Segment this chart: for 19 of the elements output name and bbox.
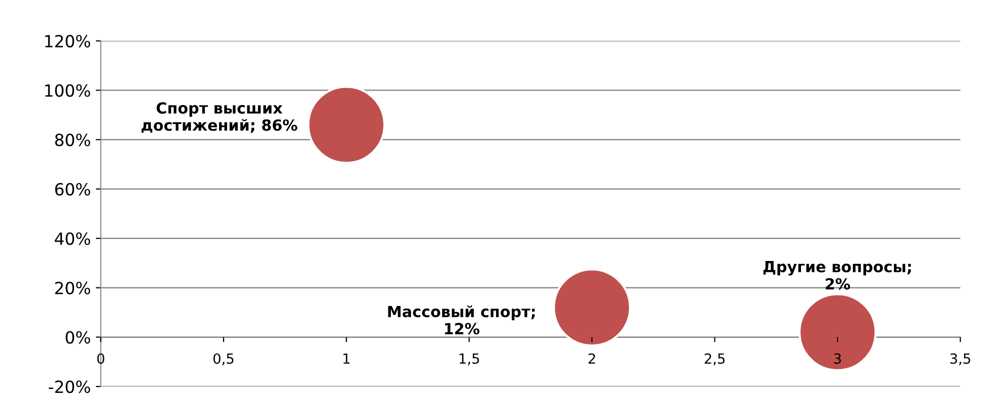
- x-tick-label: 0: [97, 353, 104, 364]
- y-tick-label: 120%: [45, 34, 90, 48]
- y-tick-label: 80%: [55, 134, 90, 146]
- y-tick-label: -20%: [48, 380, 90, 394]
- x-tick-label: 2,5: [704, 353, 725, 366]
- data-label: Другие вопросы; 2%: [763, 261, 911, 290]
- x-tick-label: 1,5: [460, 354, 479, 366]
- x-tick-label: 1: [343, 354, 350, 364]
- x-tick-label: 3,5: [950, 353, 970, 366]
- x-tick-label: 0,5: [213, 353, 234, 366]
- x-tick-label: 3: [834, 353, 841, 364]
- data-label: Массовый спорт; 12%: [388, 305, 535, 334]
- y-tick-label: 100%: [45, 84, 90, 97]
- y-tick-label: 40%: [54, 232, 90, 245]
- y-tick-label: 0%: [66, 331, 90, 344]
- data-label: Спорт высших достижений; 86%: [142, 102, 298, 133]
- y-tick-label: 60%: [55, 182, 90, 196]
- y-tick-label: 20%: [55, 282, 90, 294]
- x-tick-label: 2: [588, 353, 595, 364]
